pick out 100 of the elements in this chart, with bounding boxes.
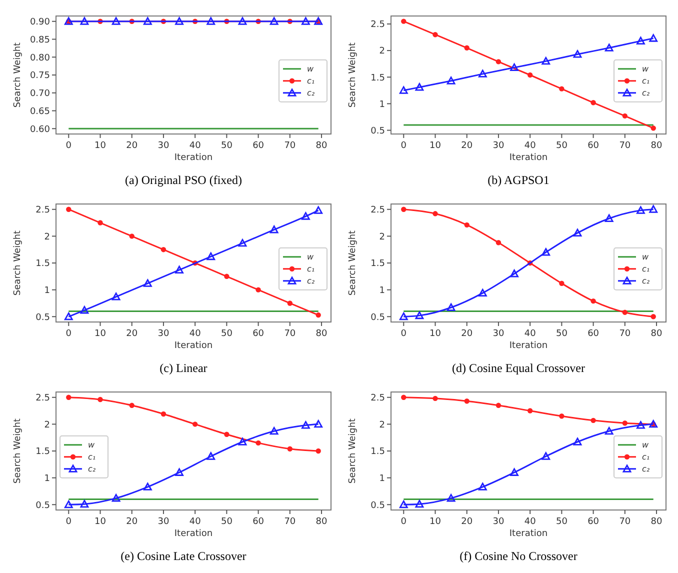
y-tick-label: 0.5 <box>36 312 50 323</box>
point <box>143 279 152 287</box>
point <box>287 300 293 306</box>
legend-label: c₂ <box>642 276 650 286</box>
x-tick-label: 0 <box>66 329 72 339</box>
point <box>112 292 120 300</box>
point <box>542 452 550 460</box>
point <box>432 396 438 402</box>
point <box>238 438 247 446</box>
point <box>464 398 470 404</box>
point <box>399 312 408 320</box>
point <box>510 468 518 476</box>
point <box>160 411 166 417</box>
y-tick-label: 2 <box>44 420 50 430</box>
y-tick-label: 2 <box>379 232 385 242</box>
x-tick-label: 60 <box>252 141 264 151</box>
point <box>224 432 230 437</box>
point <box>527 72 533 78</box>
point <box>316 448 321 454</box>
y-tick-label: 1.5 <box>370 73 385 84</box>
y-tick-label: 1.5 <box>370 447 385 458</box>
point <box>192 422 198 427</box>
y-tick-label: 1 <box>379 100 385 110</box>
point <box>256 287 261 292</box>
point <box>80 306 89 314</box>
y-tick-label: 2.5 <box>36 394 50 404</box>
point <box>175 266 184 274</box>
x-tick-label: 40 <box>524 517 536 527</box>
x-tick-label: 30 <box>158 517 170 527</box>
point <box>559 414 564 419</box>
y-tick-label: 0.85 <box>30 35 50 46</box>
y-tick-label: 0.65 <box>30 106 50 117</box>
point <box>66 394 72 400</box>
y-tick-label: 2.5 <box>370 20 385 30</box>
x-tick-label: 30 <box>492 329 504 339</box>
x-tick-label: 20 <box>461 329 473 339</box>
y-tick-label: 1 <box>379 286 385 296</box>
y-axis-title: Search Weight <box>348 42 358 108</box>
x-tick-label: 10 <box>430 141 442 151</box>
point <box>238 238 247 247</box>
y-tick-label: 2.5 <box>370 394 385 404</box>
x-tick-label: 0 <box>400 517 407 527</box>
x-tick-label: 50 <box>220 141 233 151</box>
x-axis-title: Iteration <box>174 341 213 351</box>
x-tick-label: 10 <box>430 517 442 527</box>
point <box>112 494 120 502</box>
point <box>446 494 456 502</box>
x-tick-label: 20 <box>461 141 473 151</box>
point <box>542 56 550 65</box>
point <box>573 438 582 446</box>
point <box>604 44 614 52</box>
y-tick-label: 1.5 <box>370 259 385 270</box>
legend-label: c₂ <box>642 464 650 474</box>
point <box>160 246 166 252</box>
point <box>302 421 310 429</box>
point <box>650 314 656 320</box>
text: (d) Cosine Equal Crossover <box>452 361 585 375</box>
x-tick-label: 10 <box>94 329 106 339</box>
y-tick-label: 0.80 <box>30 53 50 64</box>
x-tick-label: 40 <box>189 141 202 151</box>
x-tick-label: 40 <box>524 329 536 339</box>
legend-label: w <box>307 64 314 74</box>
y-axis-title: Search Weight <box>348 418 358 484</box>
legend-label: c₁ <box>88 452 96 462</box>
point <box>464 45 470 50</box>
point <box>432 32 438 38</box>
x-tick-label: 70 <box>619 141 631 151</box>
legend-label: c₂ <box>642 88 650 98</box>
x-tick-label: 60 <box>588 329 600 339</box>
x-tick-label: 40 <box>189 329 202 339</box>
legend-label: c₂ <box>88 464 96 474</box>
x-tick-label: 0 <box>400 141 407 151</box>
point <box>622 113 628 119</box>
point <box>399 500 408 508</box>
x-axis-title: Iteration <box>509 341 548 351</box>
point <box>129 402 134 408</box>
x-tick-label: 60 <box>588 517 600 527</box>
point <box>270 426 278 435</box>
y-tick-label: 0.5 <box>36 500 50 511</box>
y-tick-label: 1.5 <box>36 447 50 458</box>
x-tick-label: 80 <box>316 329 328 339</box>
x-tick-label: 80 <box>650 141 663 151</box>
x-tick-label: 60 <box>252 329 264 339</box>
y-tick-label: 2.5 <box>36 206 50 216</box>
point <box>175 468 184 476</box>
point <box>64 500 73 508</box>
point <box>415 311 424 320</box>
x-tick-label: 30 <box>158 141 170 151</box>
point <box>590 418 596 424</box>
x-tick-label: 80 <box>316 141 328 151</box>
x-tick-label: 70 <box>619 329 631 339</box>
point <box>496 59 502 64</box>
point <box>302 212 310 220</box>
point <box>98 220 103 226</box>
x-tick-label: 70 <box>284 329 296 339</box>
point <box>604 426 614 435</box>
y-tick-label: 2 <box>44 232 50 242</box>
x-tick-label: 20 <box>126 141 138 151</box>
x-axis-title: Iteration <box>174 153 213 163</box>
x-tick-label: 60 <box>252 517 264 527</box>
